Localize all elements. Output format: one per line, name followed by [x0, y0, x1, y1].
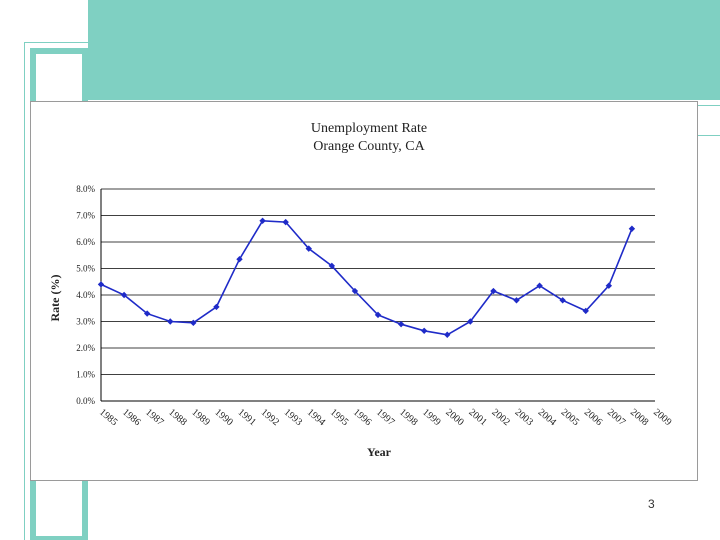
data-point: [513, 297, 520, 304]
y-tick-label: 4.0%: [76, 290, 95, 300]
data-point: [120, 291, 128, 299]
x-tick-label: 2003: [513, 407, 535, 428]
data-point: [374, 311, 382, 319]
data-point: [559, 297, 566, 304]
data-point: [490, 287, 497, 295]
series-line: [100, 219, 633, 336]
x-tick-label: 1995: [328, 407, 350, 428]
data-point: [236, 256, 243, 263]
decorative-frame-line: [24, 42, 25, 540]
x-tick-label: 1990: [212, 407, 234, 428]
data-point: [397, 320, 405, 328]
x-tick-label: 1994: [305, 407, 327, 428]
x-tick-label: 1992: [259, 407, 281, 428]
data-point: [190, 319, 197, 327]
x-tick-label: 1993: [282, 407, 304, 428]
data-point: [628, 225, 636, 232]
chart-title-line-2: Orange County, CA: [313, 139, 425, 154]
data-point: [582, 307, 589, 315]
y-tick-label: 2.0%: [76, 343, 95, 353]
data-point: [259, 217, 266, 224]
line-chart: Unemployment Rate Orange County, CA 0.0%…: [48, 121, 673, 459]
y-axis-label: Rate (%): [48, 275, 62, 322]
x-tick-label: 1987: [143, 407, 165, 428]
data-point: [444, 331, 451, 338]
y-tick-label: 7.0%: [76, 211, 95, 221]
x-tick-label: 1999: [420, 407, 442, 428]
data-point: [97, 281, 105, 288]
data-point: [605, 282, 613, 289]
y-tick-label: 1.0%: [76, 370, 95, 380]
x-tick-label: 2002: [489, 407, 511, 428]
y-tick-label: 0.0%: [76, 396, 95, 406]
decorative-frame-line: [696, 105, 720, 106]
x-tick-label: 1989: [189, 407, 211, 428]
x-tick-label: 1986: [120, 407, 142, 428]
x-tick-label: 1997: [374, 407, 396, 428]
x-tick-label: 1991: [236, 407, 258, 428]
chart-panel: Unemployment Rate Orange County, CA 0.0%…: [30, 101, 698, 481]
data-point: [167, 318, 174, 325]
x-tick-label: 1988: [166, 407, 188, 428]
chart-title-line-1: Unemployment Rate: [311, 121, 427, 136]
x-tick-label: 2009: [651, 407, 673, 428]
x-tick-label: 2004: [536, 407, 558, 428]
data-point: [305, 245, 312, 252]
x-tick-label: 2005: [559, 407, 581, 428]
data-point: [420, 327, 428, 334]
page-number: 3: [648, 497, 655, 511]
y-tick-labels: 0.0% 1.0% 2.0% 3.0% 4.0% 5.0% 6.0% 7.0% 8.0%: [76, 184, 95, 406]
x-axis-label: Year: [367, 445, 392, 459]
decorative-frame-line: [696, 135, 720, 136]
x-tick-label: 1998: [397, 407, 419, 428]
data-point: [213, 303, 220, 311]
data-point: [143, 310, 151, 317]
y-tick-label: 6.0%: [76, 237, 95, 247]
data-markers: [97, 217, 636, 338]
x-tick-label: 2007: [605, 407, 627, 428]
x-tick-label: 1985: [97, 407, 119, 428]
x-tick-labels: 1985 1986 1987 1988 1989 1990 1991 1992 1993 1994…: [97, 407, 673, 428]
x-tick-label: 2008: [628, 407, 650, 428]
data-point: [467, 318, 474, 325]
gridlines: [100, 188, 655, 402]
x-tick-label: 2006: [582, 407, 604, 428]
x-tick-label: 2001: [466, 407, 488, 428]
x-tick-label: 1996: [351, 407, 373, 428]
data-point: [328, 262, 336, 270]
y-tick-label: 5.0%: [76, 264, 95, 274]
data-point: [351, 287, 359, 295]
y-tick-label: 8.0%: [76, 184, 95, 194]
decorative-teal-band-top: [88, 0, 720, 100]
x-tick-label: 2000: [443, 407, 465, 428]
data-point: [282, 218, 289, 226]
y-tick-label: 3.0%: [76, 317, 95, 327]
